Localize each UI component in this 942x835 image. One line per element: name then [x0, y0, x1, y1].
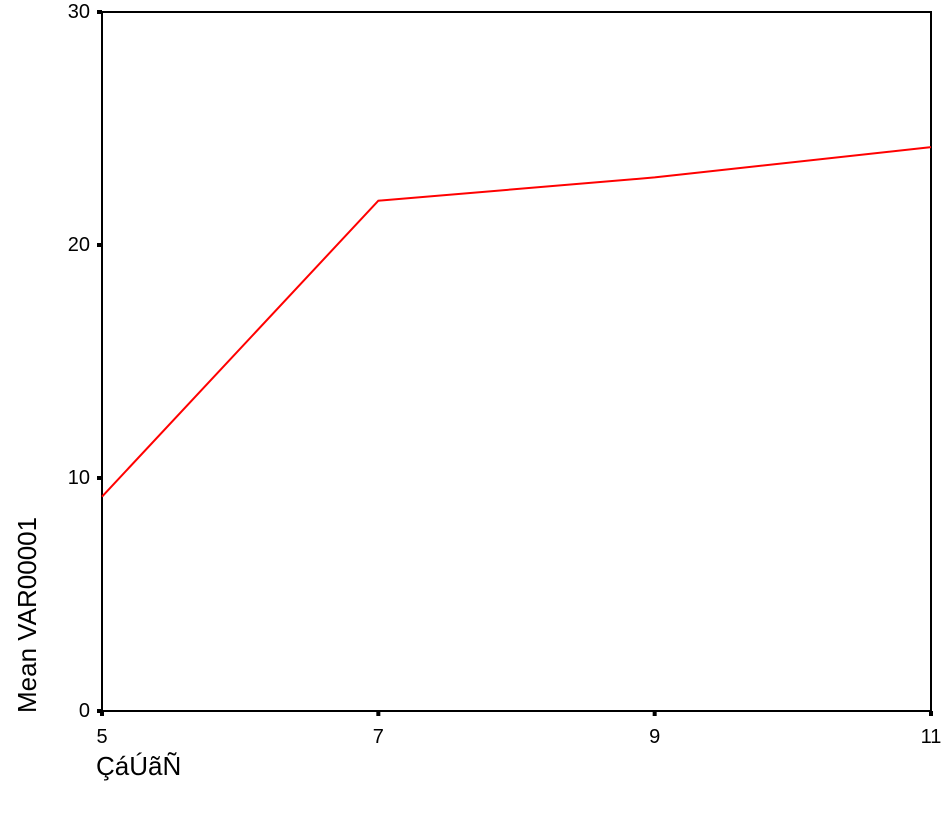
plot-frame	[101, 11, 932, 712]
x-axis-ticks: 5 7 9 11	[96, 711, 941, 748]
series-layer	[101, 146, 932, 498]
y-tick-label: 30	[68, 1, 90, 23]
x-tick-label: 7	[373, 726, 384, 748]
y-tick-label: 10	[68, 467, 90, 489]
y-axis-ticks: 0 10 20 30	[68, 1, 102, 722]
y-axis-title: Mean VAR00001	[12, 517, 42, 713]
y-tick-label: 0	[79, 700, 90, 722]
x-tick-label: 5	[96, 726, 107, 748]
x-tick-label: 9	[649, 726, 660, 748]
x-axis-title: ÇáÚãÑ	[96, 751, 181, 781]
x-tick-label: 11	[921, 726, 942, 748]
y-tick-label: 20	[68, 234, 90, 256]
series-line-0	[101, 146, 932, 498]
